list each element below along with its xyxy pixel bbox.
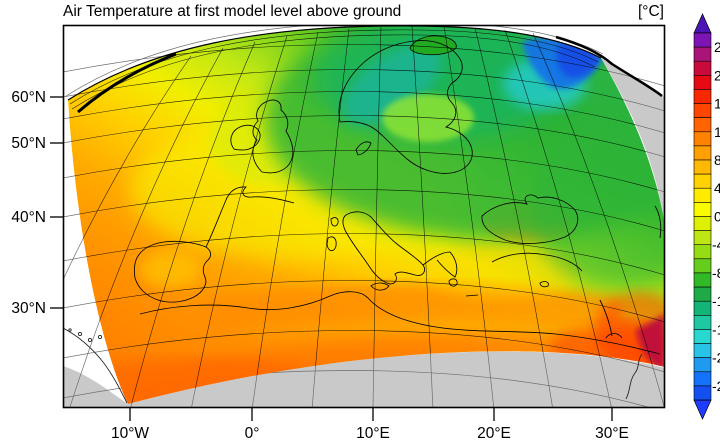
colorbar-tick-label: -4 [712,237,720,253]
colorbar-cell [693,385,712,401]
colorbar-cell [693,131,712,147]
plot-frame [62,24,666,409]
lat-tick-label: 40°N [11,209,46,226]
lat-tick-label: 50°N [11,135,46,152]
colorbar-cell [693,343,712,358]
colorbar-tick-label: -12 [712,293,720,309]
figure-title: Air Temperature at first model level abo… [63,3,401,20]
colorbar-cell [693,159,712,175]
colorbar-cell [693,244,712,260]
colorbar-cell [693,32,712,48]
colorbar-cells [693,32,712,401]
colorbar-tick-label: 12 [714,124,720,140]
colorbar-tick-label: 4 [714,180,720,196]
colorbar-cell [693,173,712,189]
colorbar-tick-label: -16 [712,321,720,337]
colorbar-tick-label: -8 [712,265,720,281]
colorbar-cell [693,202,712,217]
axis-ticks [50,96,613,421]
lon-tick-label: 30°E [595,425,629,442]
colorbar-cell [693,103,712,118]
lon-tick-label: 10°W [111,425,149,442]
colorbar-cell [693,357,712,373]
colorbar-cell [693,286,712,302]
lon-tick-label: 10°E [356,425,390,442]
colorbar-cell [693,371,712,387]
coastlines [133,40,662,355]
colorbar-cell [693,60,712,76]
colorbar-cell [693,314,712,330]
colorbar-cell [693,258,712,274]
lat-tick-label: 30°N [11,300,46,317]
colorbar-cell [693,272,712,288]
colorbar-cell [693,216,712,231]
colorbar-labels: 24 20 16 12 8 4 0 -4 -8 -12 -16 -20 -24 [712,39,720,394]
lat-tick-label: 60°N [11,89,46,106]
colorbar-cell [693,300,712,316]
colorbar-tick-label: 24 [714,39,720,55]
colorbar-tick-label: 20 [714,67,720,83]
colorbar: 24 20 16 12 8 4 0 -4 -8 -12 -16 -20 -24 [693,13,720,420]
margin-coastlines [63,327,643,404]
latitude-axis: 60°N 50°N 40°N 30°N [11,89,46,317]
colorbar-tick-label: -24 [712,378,720,394]
unit-label: [°C] [638,3,664,20]
lon-tick-label: 20°E [477,425,511,442]
colorbar-tick-label: 0 [714,209,720,225]
colorbar-cell [693,46,712,62]
colorbar-cell [693,187,712,203]
colorbar-cell [693,230,712,246]
colorbar-tick-label: 8 [714,152,720,168]
colorbar-over-arrow [693,13,712,34]
colorbar-tick-label: 16 [714,96,720,112]
colorbar-cell [693,329,712,344]
longitude-axis: 10°W 0° 10°E 20°E 30°E [111,425,629,442]
colorbar-cell [693,89,712,104]
colorbar-cell [693,75,712,90]
outside-domain-region [63,58,665,407]
colorbar-cell [693,117,712,133]
colorbar-under-arrow [693,399,712,420]
colorbar-tick-label: -20 [712,350,720,366]
colorbar-cell [693,145,712,161]
lon-tick-label: 0° [245,425,260,442]
